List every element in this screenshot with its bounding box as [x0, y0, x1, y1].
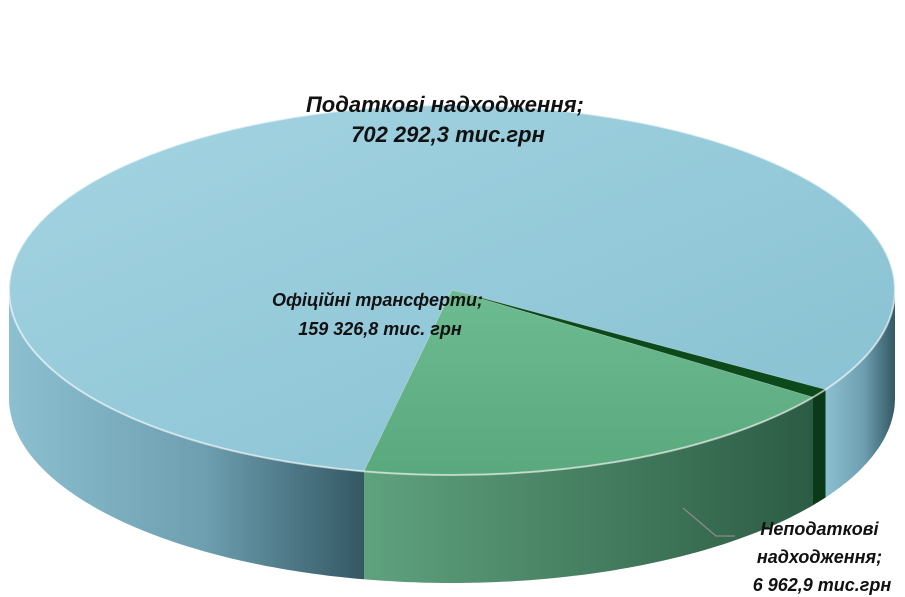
tax-side: [9, 290, 364, 580]
svg-text:Офіційні трансферти; 159: Офіційні трансферти; 159 326,8 тис. грн: [272, 290, 488, 339]
nontax-label-name-2: надходження;: [757, 547, 882, 567]
svg-text:Неподаткові надходження;: Неподаткові надходження; 6 962,9 тис.грн: [753, 519, 892, 595]
tax-label-value: 702 292,3 тис.грн: [351, 122, 545, 147]
transfers-label-name: Офіційні трансферти;: [272, 290, 483, 310]
tax-label-name: Податкові надходження;: [306, 92, 584, 117]
pie-tops: [8, 104, 896, 476]
nontax-side: [813, 389, 826, 506]
nontax-label-value: 6 962,9 тис.грн: [753, 575, 892, 595]
transfers-label-value: 159 326,8 тис. грн: [298, 319, 462, 339]
nontax-leader-line: [682, 507, 735, 537]
nontax-label-name: Неподаткові: [760, 519, 879, 539]
pie-rim: [8, 104, 896, 476]
svg-text:Податкові надходження;: Податкові надходження; 702 292,3 тис.грн: [306, 92, 590, 147]
